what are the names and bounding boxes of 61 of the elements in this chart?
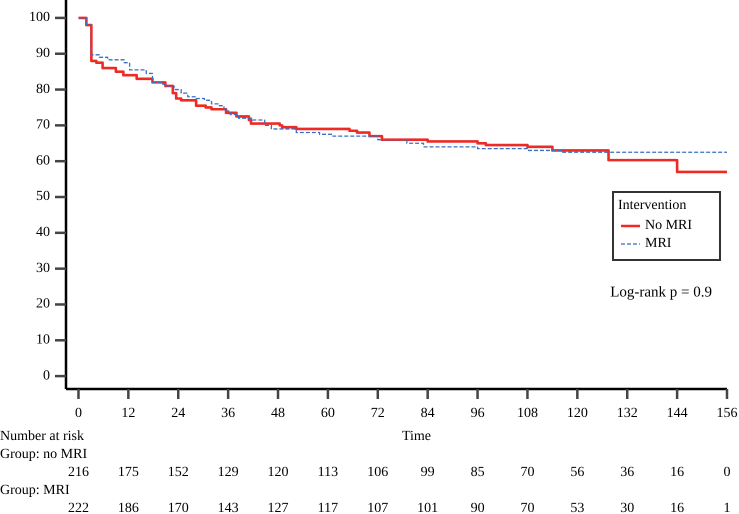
text: 129 xyxy=(218,465,239,480)
y-tick-label: 90 xyxy=(36,46,50,61)
text: 113 xyxy=(318,465,338,480)
text: 70 xyxy=(520,465,534,480)
text: 143 xyxy=(218,501,239,514)
y-tick-label: 60 xyxy=(36,153,50,168)
text: 70 xyxy=(520,501,534,514)
annotation: Log-rank p = 0.9 xyxy=(610,284,712,300)
y-tick-label: 70 xyxy=(36,118,50,133)
text: 101 xyxy=(417,501,438,514)
y-tick-label: 10 xyxy=(36,332,50,348)
text: Group: no MRI xyxy=(0,447,88,462)
x-tick-label: 48 xyxy=(271,406,286,422)
x-tick-label: 144 xyxy=(666,406,688,422)
y-tick-label: 30 xyxy=(36,260,50,276)
text: 107 xyxy=(367,501,388,514)
text: 127 xyxy=(268,501,289,514)
legend-label: MRI xyxy=(645,236,672,252)
y-tick-label: 20 xyxy=(36,296,50,312)
x-tick-label: 108 xyxy=(516,406,538,422)
text: Number at risk xyxy=(0,429,84,444)
text: 16 xyxy=(670,501,684,514)
text: 0 xyxy=(724,465,730,480)
x-tick-label: 96 xyxy=(470,406,485,422)
text: 216 xyxy=(68,465,89,480)
text: 117 xyxy=(318,501,338,514)
x-tick-label: 120 xyxy=(566,406,588,422)
text: Group: MRI xyxy=(0,483,70,498)
text: 90 xyxy=(470,501,485,514)
text: 170 xyxy=(168,501,189,514)
text: 56 xyxy=(570,465,584,480)
x-tick-label: 24 xyxy=(171,406,186,422)
y-tick-label: 80 xyxy=(36,82,50,97)
legend-label: No MRI xyxy=(645,218,692,234)
text: 30 xyxy=(620,501,634,514)
text: 1 xyxy=(724,501,730,514)
x-tick-label: 84 xyxy=(420,406,435,422)
text: 222 xyxy=(68,501,89,514)
text: 186 xyxy=(118,501,139,514)
x-axis-title: Time xyxy=(402,429,432,444)
y-tick-label: 40 xyxy=(36,225,50,240)
x-tick-label: 72 xyxy=(370,406,385,422)
text: 36 xyxy=(620,465,634,480)
text: 53 xyxy=(570,501,584,514)
legend-title: Intervention xyxy=(618,198,686,214)
y-tick-label: 0 xyxy=(43,368,50,384)
x-tick-label: 36 xyxy=(221,406,236,422)
text: 175 xyxy=(118,465,139,480)
y-tick-label: 50 xyxy=(36,189,50,204)
x-tick-label: 0 xyxy=(74,406,82,422)
x-tick-label: 60 xyxy=(320,406,335,422)
text: 106 xyxy=(367,465,388,480)
text: 85 xyxy=(470,465,485,480)
x-tick-label: 12 xyxy=(121,406,136,422)
text: 16 xyxy=(670,465,684,480)
text: 99 xyxy=(420,465,435,480)
text: 120 xyxy=(268,465,289,480)
y-tick-label: 100 xyxy=(29,10,50,26)
text: 152 xyxy=(168,465,189,480)
x-tick-label: 156 xyxy=(716,406,738,422)
x-tick-label: 132 xyxy=(616,406,638,422)
